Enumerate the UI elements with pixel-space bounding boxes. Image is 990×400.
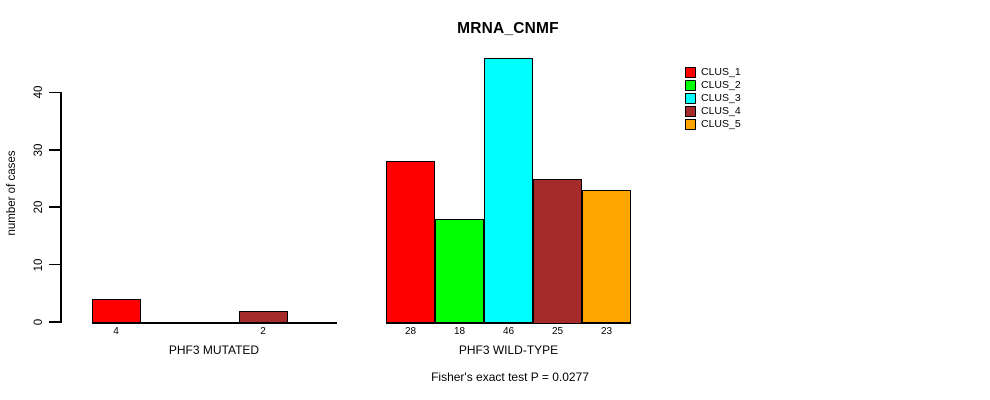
legend-swatch-clus-1 <box>685 67 696 78</box>
legend-swatch-clus-5 <box>685 119 696 130</box>
bar-clus-1-phf3-wild-type <box>386 161 435 324</box>
legend-item: CLUS_5 <box>685 118 741 131</box>
y-axis-tick-label: 40 <box>33 85 45 99</box>
bar-clus-3-phf3-wild-type <box>484 57 533 324</box>
x-axis-baseline <box>91 322 337 324</box>
y-axis-label: number of cases <box>6 150 18 236</box>
bar-clus-4-phf3-wild-type <box>533 178 582 324</box>
bar-value-label: 18 <box>453 326 466 337</box>
y-axis-tick <box>49 321 60 323</box>
y-axis-tick-label: 10 <box>33 258 45 271</box>
bar-value-label: 4 <box>113 326 119 337</box>
legend-item: CLUS_1 <box>685 66 741 79</box>
bar-clus-1-phf3-mutated <box>91 299 141 324</box>
x-axis-group-label: PHF3 WILD-TYPE <box>458 343 559 357</box>
legend-item: CLUS_4 <box>685 105 741 118</box>
y-axis-tick-label: 0 <box>33 318 45 326</box>
legend-swatch-clus-4 <box>685 106 696 117</box>
legend-swatch-clus-3 <box>685 93 696 104</box>
bar-clus-4-phf3-mutated <box>238 310 288 324</box>
y-axis-tick-label: 30 <box>33 143 45 157</box>
legend-label: CLUS_4 <box>701 105 741 117</box>
y-axis-line <box>60 92 62 324</box>
bar-value-label: 25 <box>551 326 564 337</box>
bar-clus-5-phf3-wild-type <box>582 189 631 324</box>
legend-label: CLUS_3 <box>701 92 741 104</box>
bar-clus-2-phf3-wild-type <box>435 218 484 324</box>
legend-label: CLUS_5 <box>701 118 741 130</box>
x-axis-group-label: PHF3 MUTATED <box>168 343 260 357</box>
legend-swatch-clus-2 <box>685 80 696 91</box>
legend: CLUS_1 CLUS_2 CLUS_3 CLUS_4 CLUS_5 <box>685 66 741 131</box>
y-axis-tick-label: 20 <box>33 200 45 214</box>
legend-item: CLUS_3 <box>685 92 741 105</box>
bar-value-label: 2 <box>260 326 266 337</box>
y-axis-tick <box>49 263 60 266</box>
bar-value-label: 28 <box>404 326 417 337</box>
y-axis-tick <box>49 206 60 208</box>
bar-value-label: 46 <box>502 326 515 337</box>
bar-value-label: 23 <box>600 326 613 337</box>
legend-label: CLUS_2 <box>701 79 741 91</box>
legend-item: CLUS_2 <box>685 79 741 92</box>
annotation-fisher-test: Fisher's exact test P = 0.0277 <box>431 370 589 384</box>
y-axis-tick <box>49 91 60 94</box>
y-axis-tick <box>49 149 60 151</box>
chart-title: MRNA_CNMF <box>457 20 559 37</box>
legend-label: CLUS_1 <box>701 66 741 78</box>
